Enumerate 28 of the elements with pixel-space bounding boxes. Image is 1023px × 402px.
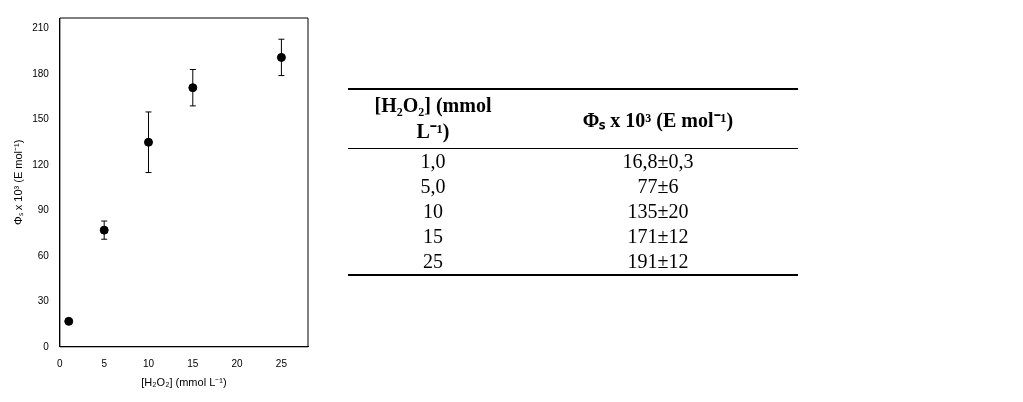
- text: Φₛ x 10³ (E mol⁻¹): [518, 89, 798, 149]
- x-tick-label: 5: [101, 357, 108, 369]
- text: [H₂O₂] (mmol L⁻¹): [348, 89, 518, 149]
- x-tick-label: 15: [187, 357, 199, 369]
- y-tick-label: 30: [37, 295, 50, 307]
- category-label: 25: [422, 249, 444, 274]
- category-label: 1,0: [419, 149, 447, 174]
- x-tick-label: 25: [275, 357, 288, 369]
- y-tick-label: 60: [37, 249, 50, 261]
- y-tick-label: 180: [32, 67, 50, 79]
- y-tick-label: 0: [43, 340, 50, 352]
- category-label: 5,0: [419, 174, 447, 199]
- y-tick-label: 150: [32, 113, 50, 125]
- text: 77±6: [637, 175, 679, 197]
- y-tick-label: 90: [37, 204, 50, 216]
- category-label: 15: [422, 224, 444, 249]
- x-tick-label: 10: [142, 357, 155, 369]
- text: 171±12: [627, 225, 689, 247]
- x-axis-title: [H₂O₂] (mmol L⁻¹): [141, 376, 227, 389]
- x-tick-label: 0: [57, 357, 64, 369]
- text: 16,8±0,3: [622, 150, 694, 172]
- y-tick-label: 120: [32, 158, 50, 170]
- text: 191±12: [627, 250, 689, 272]
- y-tick-label: 210: [32, 22, 50, 34]
- text: 135±20: [627, 200, 689, 222]
- y-axis-title: Φₛ x 10³ (E mol⁻¹): [11, 139, 24, 226]
- category-label: 10: [422, 199, 444, 224]
- x-tick-label: 20: [231, 357, 244, 369]
